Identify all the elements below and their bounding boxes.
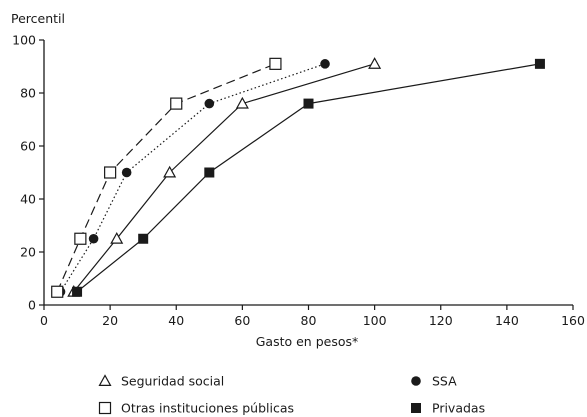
series-2: [51, 57, 282, 298]
data-point: [104, 166, 117, 179]
data-point: [204, 98, 215, 109]
legend-marker: [411, 403, 421, 413]
data-point: [121, 167, 132, 178]
x-tick-label: 60: [234, 313, 250, 328]
series-3: [72, 58, 545, 297]
legend-item: Otras instituciones públicas: [98, 401, 294, 416]
x-tick-label: 40: [168, 313, 184, 328]
x-tick-label: 160: [561, 313, 585, 328]
data-point: [534, 58, 545, 69]
legend-label: SSA: [432, 374, 457, 389]
series-line: [76, 63, 541, 293]
series-line: [60, 63, 326, 293]
data-point: [204, 167, 215, 178]
legend-label: Privadas: [432, 401, 485, 416]
data-point: [368, 57, 382, 69]
y-tick-label: 100: [12, 33, 36, 48]
data-point: [110, 232, 124, 244]
x-axis-label: Gasto en pesos*: [256, 334, 359, 349]
data-point: [138, 233, 149, 244]
legend-label: Otras instituciones públicas: [121, 401, 294, 416]
data-point: [72, 286, 83, 297]
y-tick-label: 0: [28, 298, 36, 313]
legend-marker: [98, 401, 112, 415]
y-tick-label: 60: [20, 139, 36, 154]
data-point: [74, 232, 87, 245]
legend: Seguridad social SSA Otras instituciones p…: [98, 374, 485, 416]
y-tick-label: 80: [20, 86, 36, 101]
x-tick-label: 0: [40, 313, 48, 328]
y-tick-label: 20: [20, 245, 36, 260]
legend-label: Seguridad social: [121, 374, 224, 389]
data-point: [269, 57, 282, 70]
data-point: [235, 96, 249, 109]
data-point: [88, 233, 99, 244]
axes: 0 20 40 60 80 100 0 20 40 60 80 100 120 140 160: [12, 33, 585, 329]
data-point: [303, 98, 314, 109]
x-tick-label: 20: [102, 313, 118, 328]
legend-marker: [411, 376, 421, 386]
y-axis-label: Percentil: [11, 11, 65, 26]
x-tick-label: 100: [363, 313, 387, 328]
x-tick-label: 80: [301, 313, 317, 328]
legend-marker: [98, 374, 112, 386]
legend-item: SSA: [411, 374, 457, 389]
series-layer: [51, 57, 545, 298]
y-tick-label: 40: [20, 192, 36, 207]
legend-item: Seguridad social: [98, 374, 224, 389]
legend-item: Privadas: [411, 401, 485, 416]
data-point: [51, 285, 64, 298]
x-tick-label: 120: [429, 313, 453, 328]
data-point: [170, 97, 183, 110]
x-tick-label: 140: [495, 313, 519, 328]
data-point: [163, 165, 177, 178]
data-point: [320, 59, 330, 69]
series-1: [55, 59, 330, 297]
